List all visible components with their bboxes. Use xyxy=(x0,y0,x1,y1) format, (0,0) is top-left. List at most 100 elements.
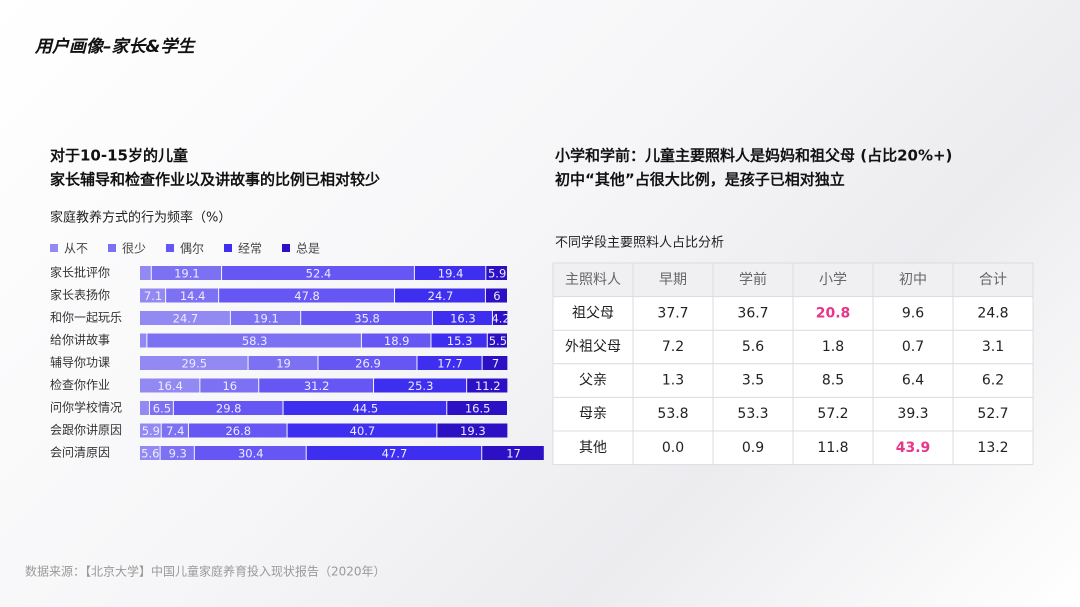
table-cell: 父亲 xyxy=(579,373,607,389)
data-label: 16.4 xyxy=(157,379,183,393)
source-note: 数据来源：【北京大学】中国儿童家庭养育投入现状报告（2020年） xyxy=(25,564,386,579)
legend-swatch xyxy=(282,244,290,252)
left-heading: 对于10-15岁的儿童 xyxy=(50,147,188,165)
table-header-cell: 早期 xyxy=(659,272,687,288)
bar-segment xyxy=(140,401,149,415)
y-tick-label: 会问清原因 xyxy=(50,446,110,460)
bar-segment xyxy=(166,288,219,303)
table-cell: 13.2 xyxy=(977,440,1008,456)
table-cell: 7.2 xyxy=(662,339,684,355)
bar-segment xyxy=(140,446,160,460)
bar-segment xyxy=(194,446,306,460)
table-cell: 5.6 xyxy=(742,339,764,355)
table-cell: 1.8 xyxy=(822,339,844,355)
legend-label: 偶尔 xyxy=(180,241,204,256)
table-cell: 53.8 xyxy=(657,406,688,422)
y-tick-label: 给你讲故事 xyxy=(50,332,110,347)
table-cell: 43.9 xyxy=(896,440,931,456)
table-cell: 6.2 xyxy=(982,373,1004,389)
data-label: 58.3 xyxy=(242,334,268,348)
data-label: 9.3 xyxy=(169,447,187,461)
bar-segment xyxy=(467,378,508,393)
table-cell: 6.4 xyxy=(902,373,924,389)
legend-swatch xyxy=(166,244,174,252)
bar-segment xyxy=(230,311,301,325)
data-label: 31.2 xyxy=(304,379,330,393)
data-label: 16.3 xyxy=(450,312,476,326)
table-cell: 3.1 xyxy=(982,339,1004,355)
data-label: 35.8 xyxy=(354,312,380,326)
table-header-cell: 初中 xyxy=(899,271,927,288)
bar-segment xyxy=(140,333,147,348)
data-label: 7.4 xyxy=(166,424,184,438)
right-heading: 初中“其他”占很大比例，是孩子已相对独立 xyxy=(555,171,845,189)
table-cell: 3.5 xyxy=(742,373,764,389)
table-cell: 39.3 xyxy=(897,406,928,422)
bar-segment xyxy=(222,266,414,280)
bar-segment xyxy=(151,266,222,280)
table-header-cell: 小学 xyxy=(819,272,847,288)
data-label: 29.8 xyxy=(216,402,242,416)
data-label: 5.9 xyxy=(142,424,160,438)
y-tick-label: 家长表扬你 xyxy=(50,287,110,302)
table-title: 不同学段主要照料人占比分析 xyxy=(555,235,724,251)
y-tick-label: 和你一起玩乐 xyxy=(50,311,122,325)
bar-segment xyxy=(361,333,431,348)
bar-segment xyxy=(259,378,374,393)
bar-segment xyxy=(492,311,508,325)
data-label: 24.7 xyxy=(173,312,199,326)
data-label: 11.2 xyxy=(475,379,501,393)
y-tick-label: 问你学校情况 xyxy=(50,400,122,415)
table-cell: 祖父母 xyxy=(572,305,614,321)
table-cell: 11.8 xyxy=(817,440,848,456)
y-tick-label: 家长批评你 xyxy=(50,265,110,280)
bar-segment xyxy=(414,266,486,280)
bar-segment xyxy=(140,378,200,393)
bar-segment xyxy=(432,311,492,325)
data-label: 14.4 xyxy=(180,289,206,303)
bar-segment xyxy=(306,446,482,460)
bar-segment xyxy=(437,423,508,438)
bar-segment xyxy=(486,266,507,280)
data-label: 5.9 xyxy=(488,267,506,281)
data-label: 26.9 xyxy=(355,357,381,371)
slide-title: 用户画像–家长&学生 xyxy=(34,37,196,57)
bar-segment xyxy=(485,288,507,303)
data-label: 29.5 xyxy=(181,357,207,371)
chart-title: 家庭教养方式的行为频率（%） xyxy=(50,210,231,226)
data-label: 19.3 xyxy=(460,424,486,438)
data-label: 47.8 xyxy=(294,289,320,303)
legend-label: 从不 xyxy=(64,242,88,256)
bar-segment xyxy=(482,446,544,460)
bar-segment xyxy=(200,378,259,393)
y-tick-label: 辅导你功课 xyxy=(50,356,110,370)
table-cell: 52.7 xyxy=(977,406,1008,422)
data-label: 44.5 xyxy=(353,402,379,416)
bar-segment xyxy=(161,423,188,438)
bar-segment xyxy=(149,401,173,415)
data-label: 15.3 xyxy=(447,334,473,348)
bar-segment xyxy=(140,311,230,325)
bar-segment xyxy=(147,333,361,348)
data-label: 5.5 xyxy=(489,334,507,348)
data-label: 25.3 xyxy=(408,379,434,393)
bar-segment xyxy=(283,401,447,415)
bar-segment xyxy=(160,446,194,460)
table-cell: 24.8 xyxy=(977,305,1008,321)
data-label: 24.7 xyxy=(428,289,454,303)
bar-segment xyxy=(140,423,161,438)
legend-label: 总是 xyxy=(296,242,320,256)
y-tick-label: 会跟你讲原因 xyxy=(50,422,122,437)
table-cell: 9.6 xyxy=(902,305,924,321)
legend-swatch xyxy=(108,244,116,252)
data-label: 19 xyxy=(276,357,291,371)
bar-segment xyxy=(487,333,507,348)
table-cell: 57.2 xyxy=(817,406,848,422)
data-label: 17 xyxy=(506,447,521,461)
bar-segment xyxy=(287,423,437,438)
legend-swatch xyxy=(50,244,58,252)
table-header-cell: 主照料人 xyxy=(565,272,621,288)
bar-segment xyxy=(374,378,467,393)
data-label: 6.5 xyxy=(153,402,171,416)
